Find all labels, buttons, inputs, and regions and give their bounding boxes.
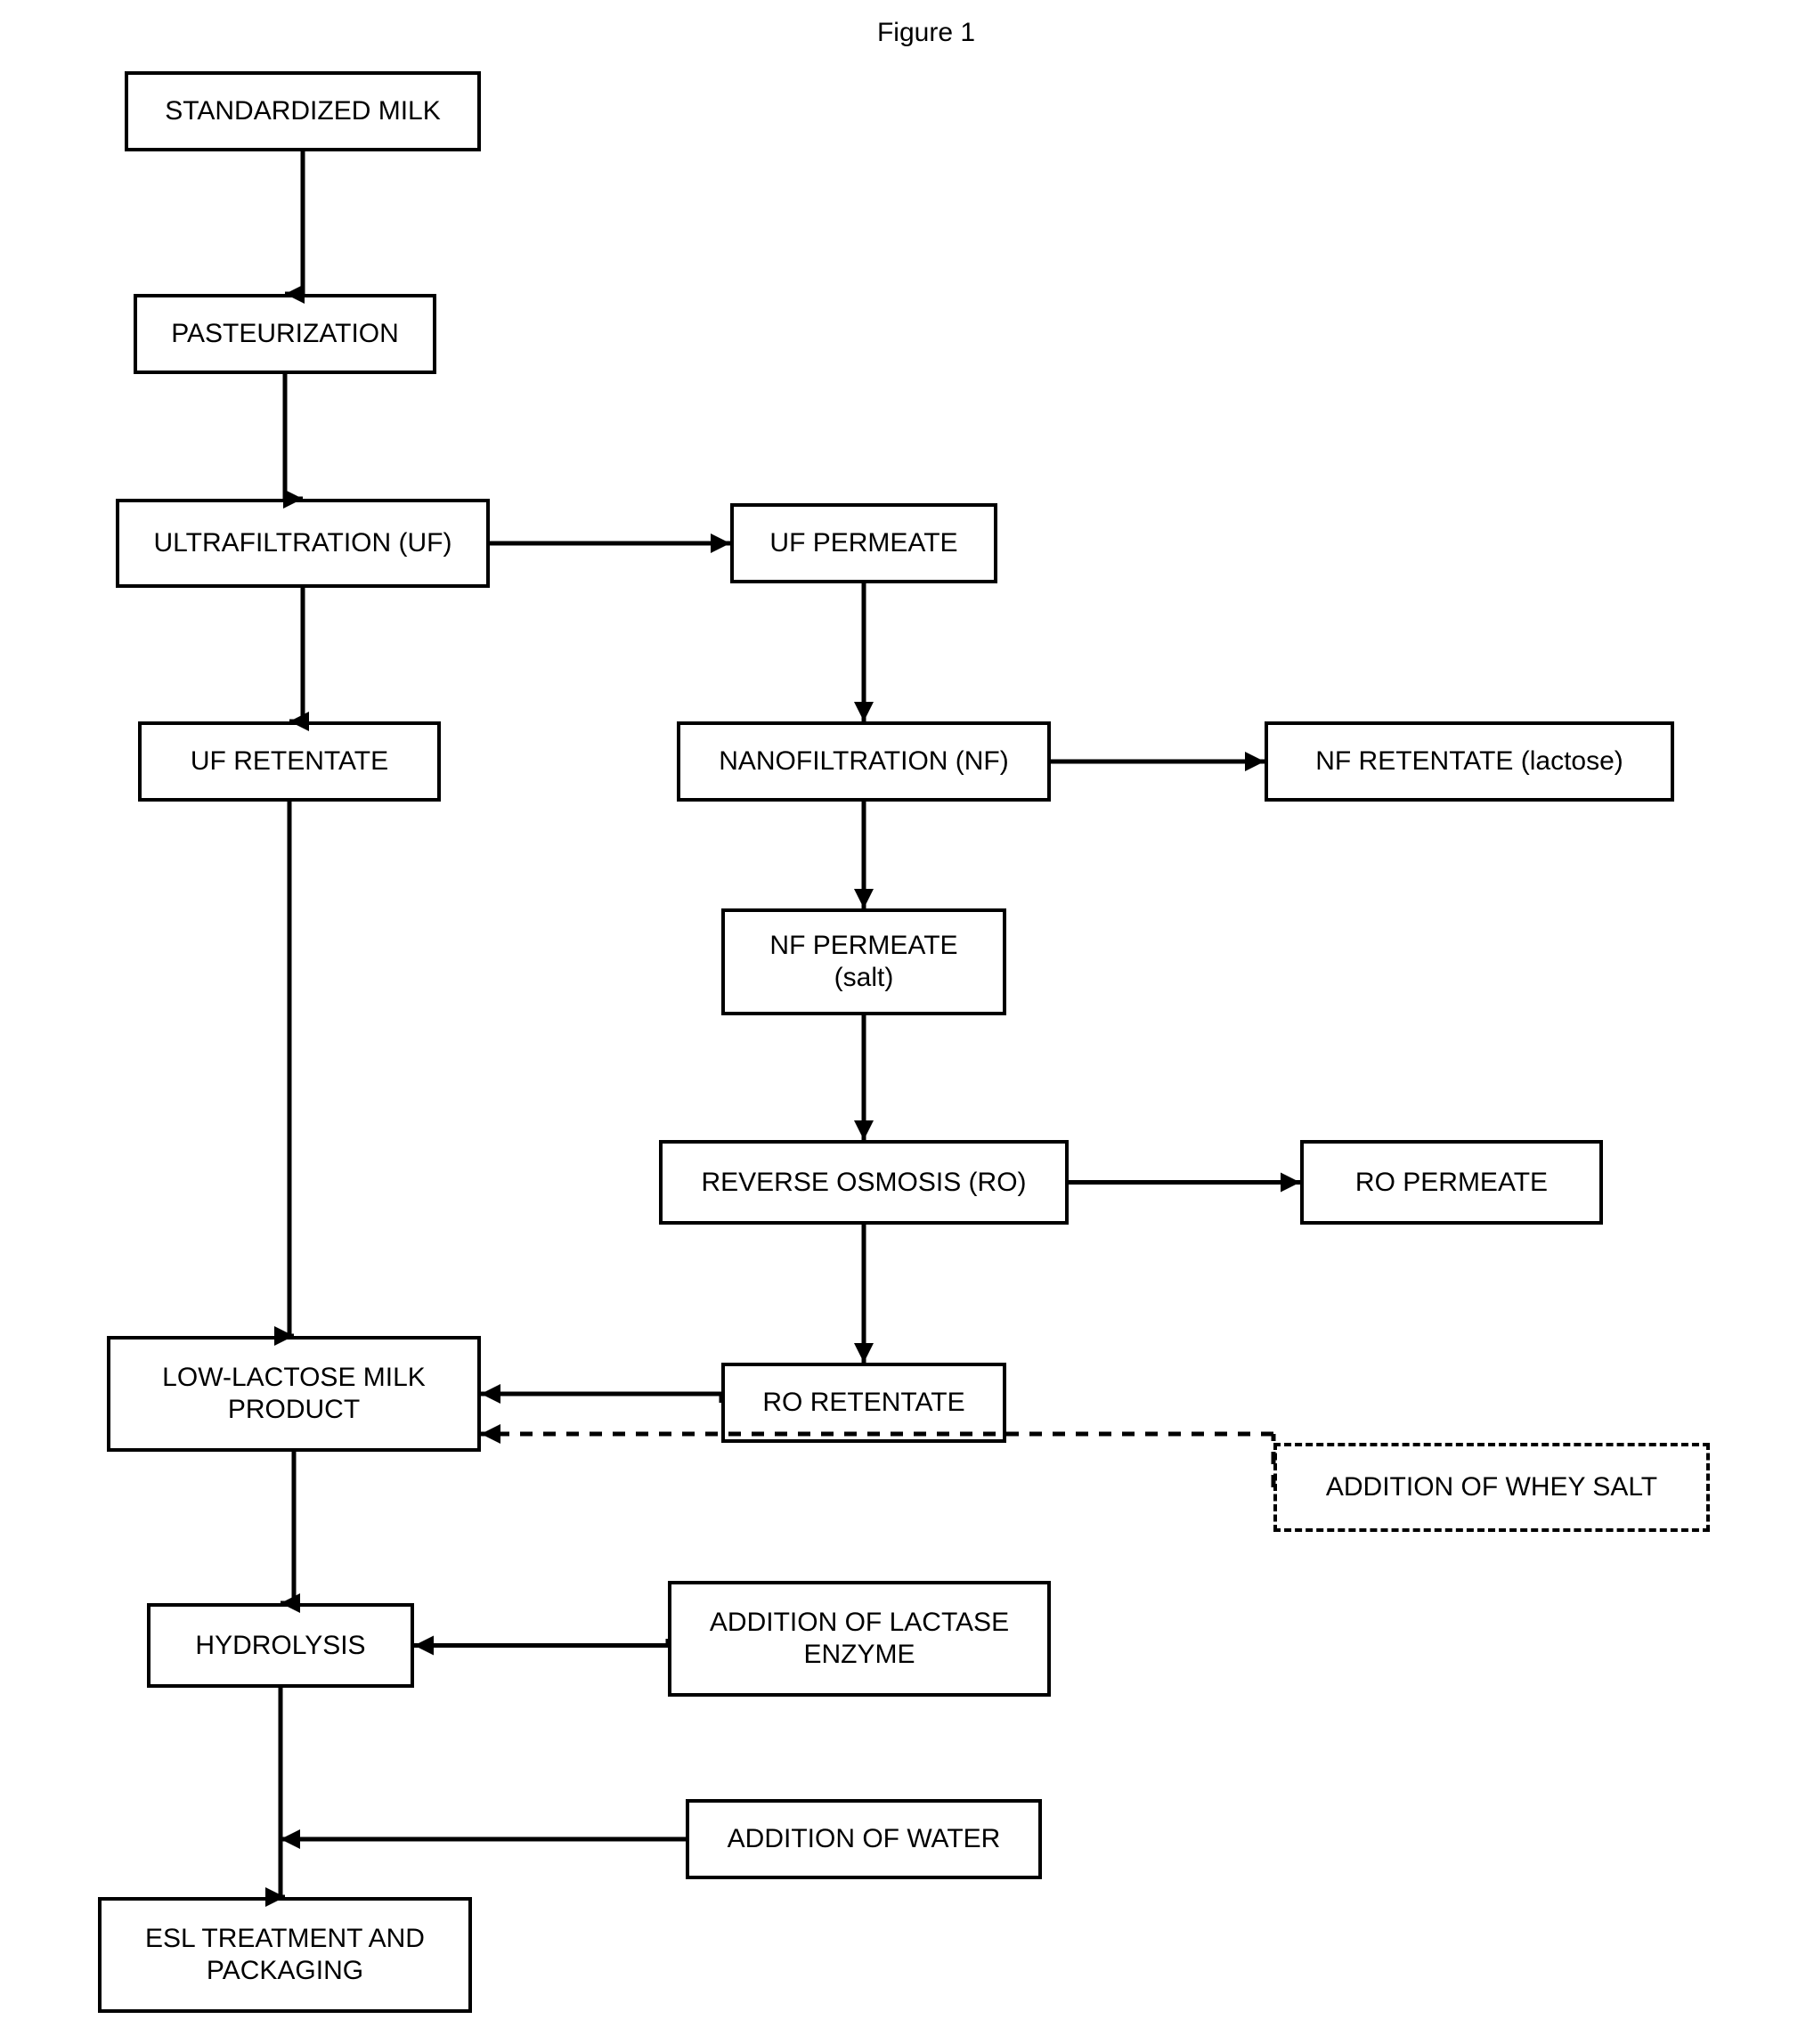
node-label: HYDROLYSIS [195,1630,365,1662]
node-standardized-milk: STANDARDIZED MILK [125,71,481,151]
node-ro-permeate: RO PERMEATE [1300,1140,1603,1225]
node-label: UF RETENTATE [191,745,388,778]
node-esl-treatment: ESL TREATMENT ANDPACKAGING [98,1897,472,2013]
node-hydrolysis: HYDROLYSIS [147,1603,414,1688]
node-label: ADDITION OF WATER [728,1823,1001,1855]
node-label: UF PERMEATE [769,527,957,559]
node-uf-retentate: UF RETENTATE [138,721,441,802]
node-reverse-osmosis: REVERSE OSMOSIS (RO) [659,1140,1069,1225]
flowchart-canvas: Figure 1 STANDARDIZED MILK PASTEURIZATIO… [0,0,1814,2044]
node-label: NF PERMEATE(salt) [769,930,957,994]
node-nanofiltration: NANOFILTRATION (NF) [677,721,1051,802]
node-label: ULTRAFILTRATION (UF) [154,527,452,559]
node-pasteurization: PASTEURIZATION [134,294,436,374]
node-addition-lactase: ADDITION OF LACTASEENZYME [668,1581,1051,1697]
node-low-lactose-product: LOW-LACTOSE MILKPRODUCT [107,1336,481,1452]
figure-title: Figure 1 [855,18,997,48]
node-nf-permeate: NF PERMEATE(salt) [721,908,1006,1015]
node-uf-permeate: UF PERMEATE [730,503,997,583]
node-label: RO RETENTATE [762,1387,964,1419]
node-label: LOW-LACTOSE MILKPRODUCT [162,1362,426,1426]
node-label: NANOFILTRATION (NF) [719,745,1009,778]
node-ultrafiltration: ULTRAFILTRATION (UF) [116,499,490,588]
node-ro-retentate: RO RETENTATE [721,1363,1006,1443]
node-label: PASTEURIZATION [171,318,399,350]
node-label: ESL TREATMENT ANDPACKAGING [145,1923,425,1987]
node-label: ADDITION OF LACTASEENZYME [710,1607,1009,1671]
node-label: ADDITION OF WHEY SALT [1326,1471,1657,1503]
node-addition-water: ADDITION OF WATER [686,1799,1042,1879]
node-addition-whey-salt: ADDITION OF WHEY SALT [1273,1443,1710,1532]
node-nf-retentate: NF RETENTATE (lactose) [1265,721,1674,802]
node-label: REVERSE OSMOSIS (RO) [701,1167,1026,1199]
node-label: NF RETENTATE (lactose) [1315,745,1623,778]
node-label: RO PERMEATE [1355,1167,1548,1199]
node-label: STANDARDIZED MILK [165,95,440,127]
